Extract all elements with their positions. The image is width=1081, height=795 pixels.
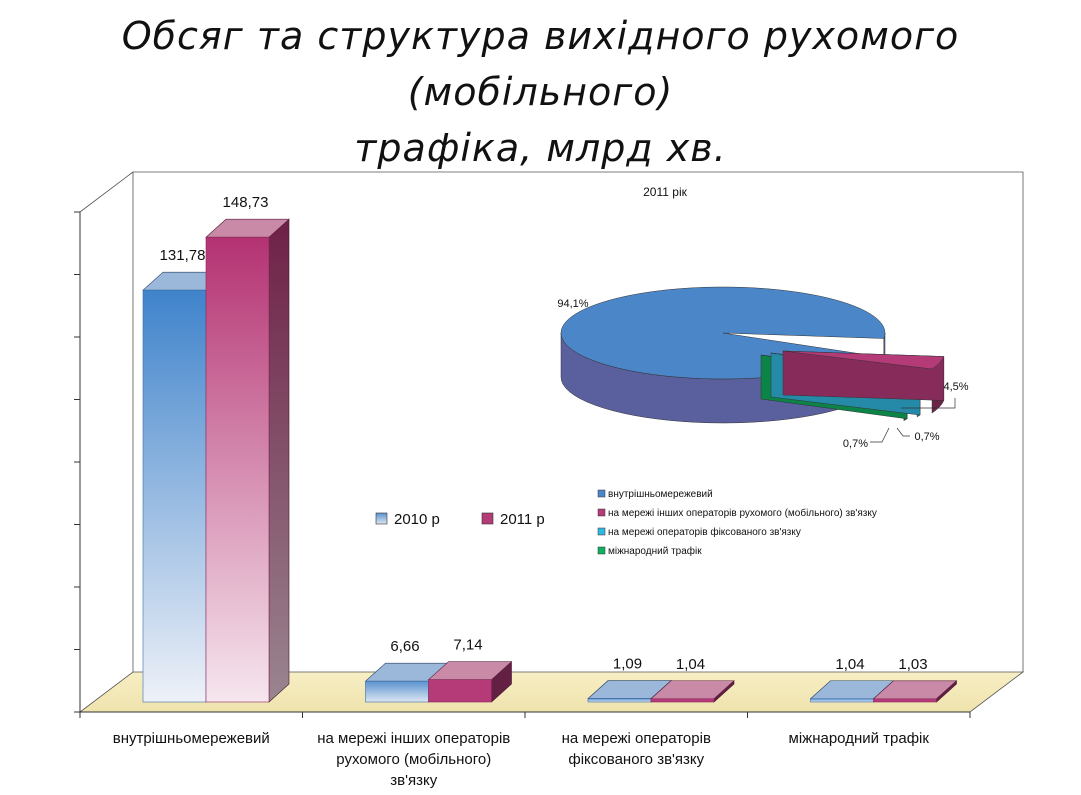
x-tick-label: зв'язку	[390, 772, 437, 789]
bar	[810, 698, 874, 703]
pie-legend-swatch	[597, 546, 606, 555]
pie-legend-label: на мережі операторів фіксованого зв'язку	[608, 526, 801, 538]
bar-value-label: 1,03	[898, 656, 927, 673]
pie-legend-label: міжнародний трафік	[608, 545, 702, 557]
pie-leader-line	[870, 427, 890, 443]
bar-value-label: 131,78	[160, 247, 206, 264]
x-tick-label: на мережі операторів	[562, 730, 711, 747]
x-tick-label: рухомого (мобільного)	[336, 751, 491, 768]
chart-title-line-2: трафіка, млрд хв.	[354, 126, 727, 170]
legend-swatch	[481, 512, 494, 525]
bar	[142, 289, 207, 703]
pie-legend-label: внутрішньомережевий	[608, 489, 713, 500]
bar	[650, 698, 715, 703]
pie-leader-line	[901, 398, 956, 409]
chart-title-line-1: Обсяг та структура вихідного рухомого (м…	[121, 14, 960, 114]
bar-value-label: 148,73	[223, 194, 269, 211]
bar-value-label: 1,04	[676, 656, 705, 673]
legend-label: 2010 р	[394, 511, 440, 528]
bar-value-label: 7,14	[453, 637, 482, 654]
bar	[365, 680, 429, 703]
pie-legend-swatch	[597, 508, 606, 517]
pie-title: 2011 рік	[643, 185, 687, 199]
pie-legend-swatch	[597, 489, 606, 498]
pie-slice	[782, 350, 945, 370]
bar	[587, 698, 652, 703]
bar-value-label: 1,09	[613, 656, 642, 673]
pie-legend-swatch	[597, 527, 606, 536]
legend-label: 2011 р	[500, 511, 545, 528]
pie-slice-label: 4,5%	[943, 381, 968, 393]
chart-title: Обсяг та структура вихідного рухомого (м…	[0, 8, 1081, 176]
bar-value-label: 1,04	[835, 656, 864, 673]
chart-side-edge	[79, 171, 134, 213]
pie-slice-label: 0,7%	[843, 438, 868, 450]
chart-back-wall	[132, 171, 1024, 672]
bar	[873, 698, 937, 703]
bar-side	[268, 218, 290, 703]
pie-legend-label: на мережі інших операторів рухомого (моб…	[608, 507, 877, 519]
pie-leader-line	[896, 427, 910, 437]
pie-slice-label: 0,7%	[914, 431, 939, 443]
bar	[205, 236, 270, 703]
bar	[428, 679, 492, 703]
x-tick-label: фіксованого зв'язку	[568, 751, 704, 768]
bar-value-label: 6,66	[390, 638, 419, 655]
legend-swatch	[375, 512, 388, 525]
legends: 2010 р 2011 р внутрішньомережевий на мережі…	[375, 489, 877, 557]
chart-frame	[74, 171, 1025, 718]
bar-series: 131,78 148,73 внутрішньомережевий 6,66 7,14 н…	[113, 194, 958, 789]
x-tick-label: внутрішньомережевий	[113, 730, 270, 747]
pie-chart: 2011 рік 94,1% 4,5% 0,7% 0,7%	[557, 185, 968, 450]
x-tick-label: міжнародний трафік	[789, 730, 930, 747]
pie-slice-label: 94,1%	[557, 298, 588, 310]
x-tick-label: на мережі інших операторів	[317, 730, 510, 747]
